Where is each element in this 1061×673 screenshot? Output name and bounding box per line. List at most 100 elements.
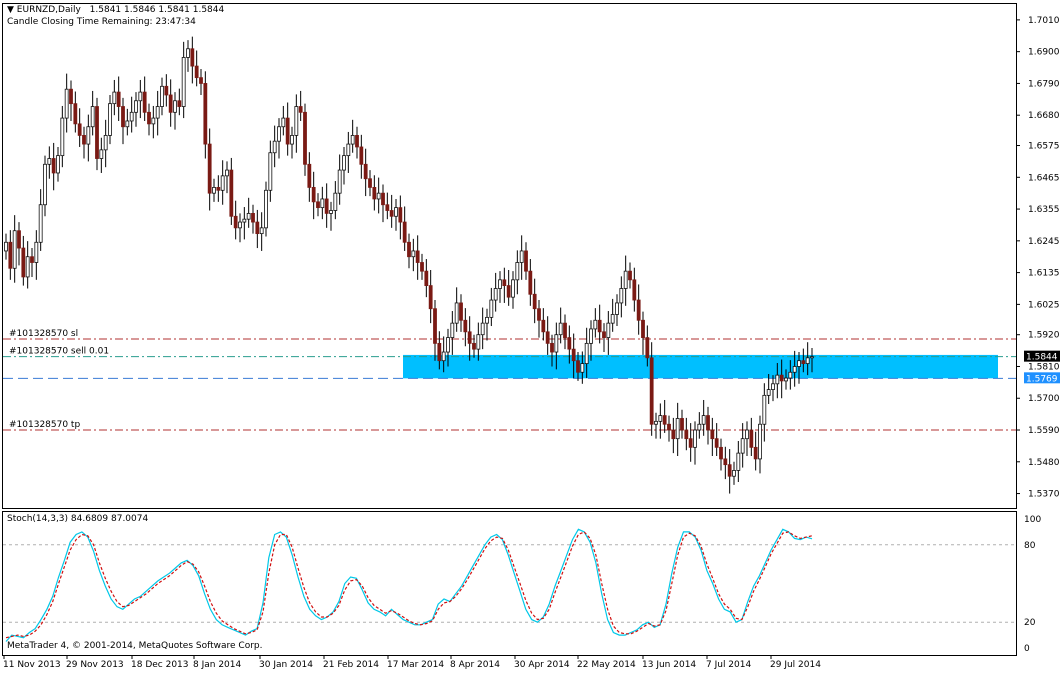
candle-body bbox=[623, 270, 628, 289]
candle-body bbox=[121, 106, 125, 128]
candle bbox=[298, 90, 303, 121]
symbol-dropdown-icon[interactable]: ▼ bbox=[7, 5, 14, 15]
candle bbox=[394, 198, 398, 231]
candle-body bbox=[216, 187, 221, 191]
candle-body bbox=[437, 342, 442, 362]
price-tick-label: 1.5480 bbox=[1028, 458, 1060, 468]
candle-body bbox=[463, 319, 468, 333]
candle-body bbox=[563, 322, 567, 338]
candle bbox=[272, 125, 277, 168]
candle-body bbox=[268, 152, 273, 191]
candle bbox=[459, 294, 463, 332]
candle-body bbox=[108, 103, 112, 136]
candle bbox=[758, 415, 762, 474]
candle bbox=[407, 233, 411, 269]
candle bbox=[493, 272, 498, 312]
candle bbox=[467, 316, 472, 361]
candle bbox=[532, 278, 537, 324]
time-tick-label: 18 Dec 2013 bbox=[131, 660, 189, 670]
candle-body bbox=[199, 77, 203, 84]
candle bbox=[355, 126, 359, 159]
candle-body bbox=[667, 423, 671, 431]
candle-body bbox=[12, 230, 17, 269]
candle-body bbox=[554, 334, 559, 353]
candle bbox=[73, 91, 78, 133]
candle bbox=[515, 250, 520, 295]
price-tick-label: 1.6245 bbox=[1028, 237, 1060, 247]
candle bbox=[225, 161, 229, 194]
candle-body bbox=[580, 363, 585, 373]
candle-body bbox=[229, 169, 234, 217]
candle bbox=[108, 94, 112, 145]
candle bbox=[558, 307, 563, 344]
candle bbox=[450, 311, 455, 355]
candle-body bbox=[242, 218, 247, 223]
candle-body bbox=[398, 207, 403, 223]
candle-body bbox=[693, 429, 697, 448]
candle bbox=[381, 184, 385, 223]
candle bbox=[368, 170, 372, 197]
candle bbox=[545, 316, 550, 355]
candle-body bbox=[246, 212, 251, 220]
candle bbox=[181, 41, 186, 119]
candle bbox=[155, 90, 160, 136]
candle-body bbox=[303, 111, 307, 165]
candle-body bbox=[641, 319, 645, 338]
candle-body bbox=[112, 91, 117, 105]
candle bbox=[259, 212, 264, 251]
candle-body bbox=[485, 316, 489, 324]
candle-body bbox=[736, 452, 741, 471]
candle bbox=[779, 359, 784, 399]
candle bbox=[706, 406, 710, 445]
candle bbox=[766, 373, 771, 405]
candle bbox=[606, 311, 611, 355]
stop-loss-label: #101328570 sl bbox=[9, 329, 78, 339]
candle-body bbox=[467, 331, 472, 344]
candle bbox=[476, 322, 481, 361]
candle bbox=[34, 230, 39, 280]
candle bbox=[623, 255, 628, 306]
candle bbox=[47, 146, 52, 179]
candle bbox=[125, 108, 130, 136]
candle-body bbox=[407, 241, 411, 258]
candle-body bbox=[706, 415, 710, 431]
candle-body bbox=[95, 106, 99, 159]
sell-zone-rectangle[interactable] bbox=[403, 354, 998, 379]
candle-body bbox=[779, 374, 784, 382]
candle bbox=[736, 440, 741, 483]
candle bbox=[610, 298, 615, 332]
candle-body bbox=[190, 48, 195, 67]
time-tick-label: 30 Apr 2014 bbox=[514, 660, 570, 670]
candle-body bbox=[701, 415, 706, 425]
candle-timer: Candle Closing Time Remaining: 23:47:34 bbox=[7, 17, 196, 27]
candle-body bbox=[194, 65, 199, 79]
candle bbox=[771, 375, 775, 402]
candle bbox=[142, 76, 147, 121]
candle bbox=[324, 183, 329, 228]
candle-body bbox=[34, 241, 39, 263]
candle bbox=[303, 103, 307, 176]
candle-body bbox=[528, 270, 533, 295]
candle bbox=[788, 360, 793, 390]
candle bbox=[116, 76, 121, 121]
candle bbox=[359, 134, 364, 179]
candle bbox=[511, 271, 515, 309]
candle bbox=[277, 118, 281, 159]
candle bbox=[233, 200, 238, 240]
copyright-text: MetaTrader 4, © 2001-2014, MetaQuotes So… bbox=[7, 641, 263, 651]
candle-body bbox=[558, 322, 563, 336]
candle bbox=[134, 92, 138, 127]
candle-body bbox=[186, 48, 190, 58]
candle bbox=[437, 331, 442, 370]
candle-body bbox=[320, 198, 325, 209]
candle-body bbox=[792, 366, 797, 373]
price-tick-label: 1.6355 bbox=[1028, 205, 1060, 215]
candle bbox=[632, 267, 637, 312]
stochastic-label: Stoch(14,3,3) 84.6809 87.0074 bbox=[7, 514, 149, 524]
candle bbox=[8, 230, 13, 280]
candle-body bbox=[251, 212, 255, 223]
candle bbox=[680, 409, 684, 439]
candle bbox=[238, 213, 242, 243]
candle bbox=[602, 323, 606, 353]
